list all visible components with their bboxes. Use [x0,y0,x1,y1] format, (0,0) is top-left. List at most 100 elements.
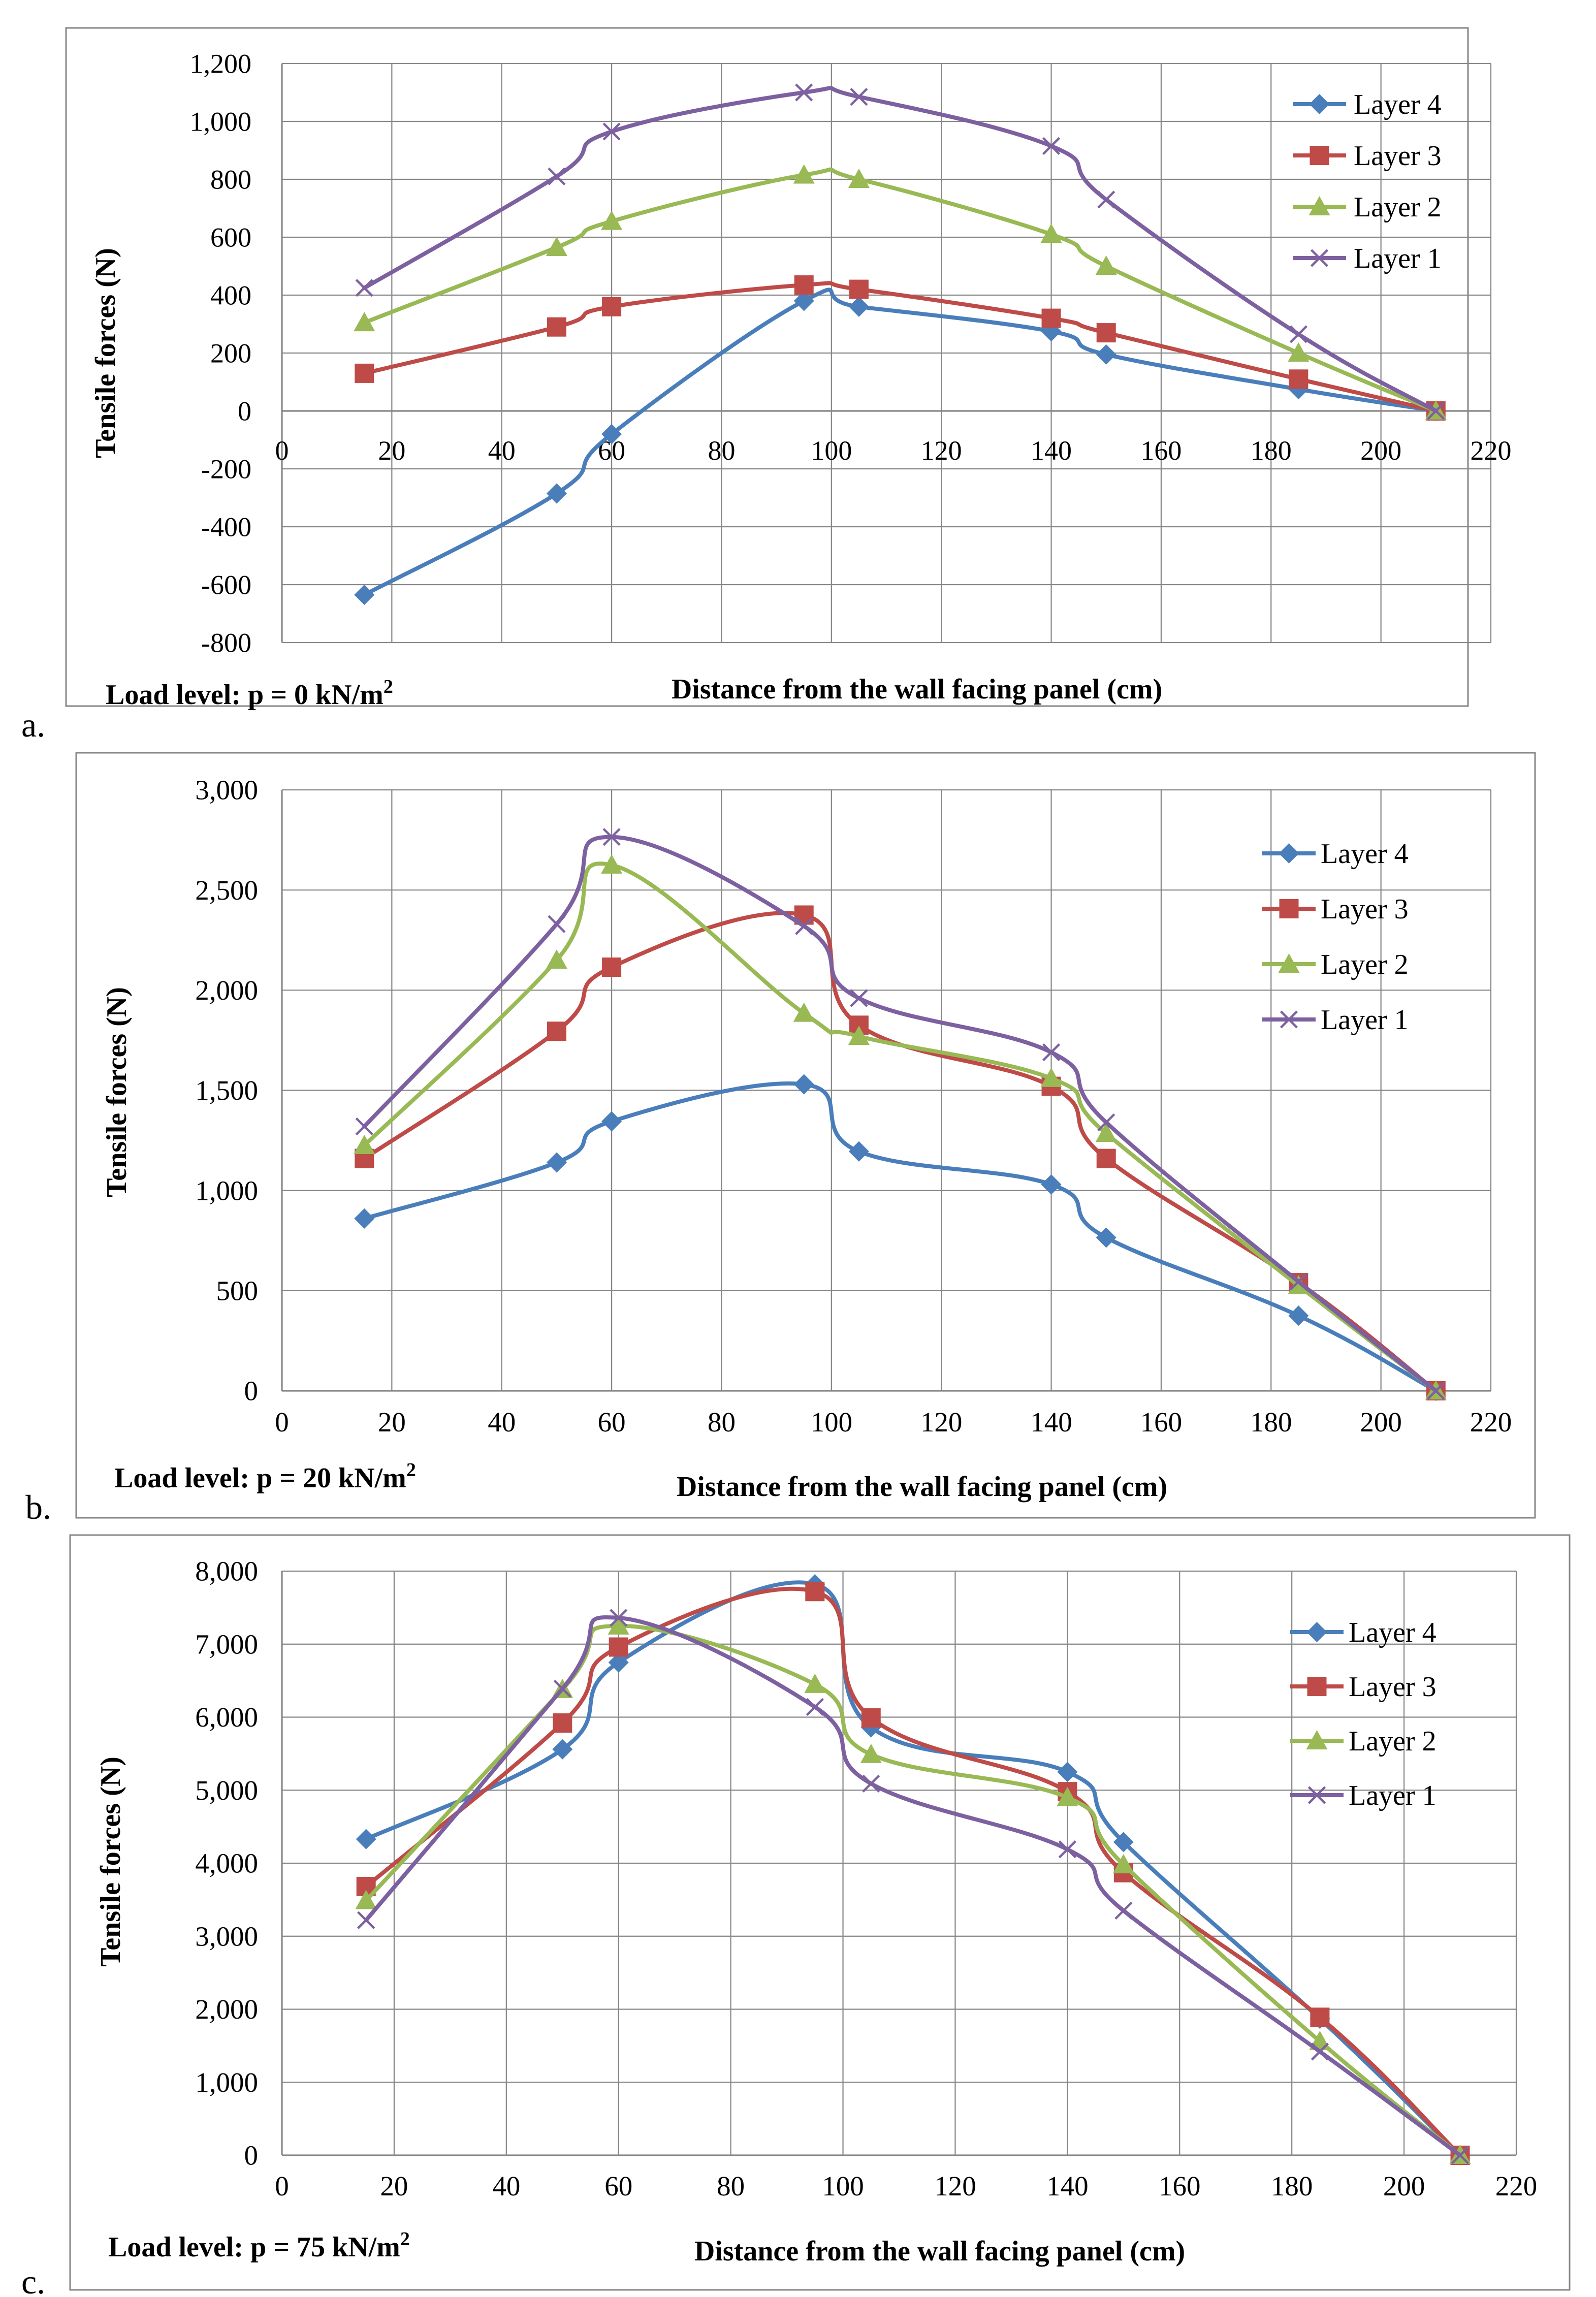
data-point-layer-1 [1311,2043,1329,2061]
chart-panel-c: 0 1,000 2,000 3,000 4,000 5,000 6,000 7,000 8,00… [21,1534,1571,2297]
y-tick-label: 7,000 [195,1629,258,1660]
legend: Layer 4 Layer 3 Layer 2 Layer 1 [1293,89,1442,274]
y-tick-label: -400 [201,512,251,542]
data-point-layer-2 [1112,1854,1134,1873]
y-tick-label: 0 [244,1376,259,1407]
y-tick-label: 1,200 [190,48,252,79]
data-point-layer-1 [1097,190,1115,209]
panel-letter: b. [25,1488,51,1526]
x-tick-label: 0 [275,1407,289,1438]
x-tick-label: 120 [921,435,962,466]
y-tick-label: 6,000 [195,1702,258,1733]
data-point-layer-4 [608,1652,629,1673]
legend-marker-layer-1 [1280,1010,1298,1029]
data-point-layer-3 [1096,1148,1116,1168]
data-point-layer-1 [1289,1272,1307,1291]
data-point-layer-3 [609,1637,628,1657]
legend-marker-layer-1 [1310,249,1329,267]
y-tick-label: 1,500 [195,1075,258,1106]
legend-marker-layer-2 [1308,196,1330,215]
legend-marker-layer-1 [1307,1786,1326,1804]
x-axis-title: Distance from the wall facing panel (cm) [694,2236,1185,2267]
data-point-layer-4 [1041,1174,1062,1195]
data-point-layer-4 [552,1739,573,1760]
data-point-layer-1 [602,122,621,141]
data-point-layer-1 [1427,1382,1445,1400]
data-point-layer-4 [1096,344,1116,365]
data-point-layer-2 [354,1134,375,1154]
chart-frame [65,27,1469,707]
load-level-label: Load level: p = 75 kN/m2 [108,2228,410,2263]
data-point-layer-4 [793,1074,814,1095]
x-tick-label: 40 [488,435,516,466]
data-point-layer-1 [602,828,621,846]
data-point-layer-1 [1114,1901,1133,1920]
y-tick-label: 500 [216,1275,259,1306]
y-tick-label: 200 [210,338,251,368]
x-tick-label: 120 [934,2171,976,2202]
x-tick-label: 200 [1383,2171,1425,2202]
data-point-layer-3 [1096,323,1116,343]
legend-label-layer-3: Layer 3 [1321,894,1409,925]
panel-letter: a. [21,706,45,744]
data-point-layer-2 [608,1615,629,1635]
y-tick-label: 8,000 [195,1556,258,1587]
chart-frame [69,1534,1571,2291]
x-axis-title: Distance from the wall facing panel (cm) [672,674,1162,705]
data-point-layer-1 [806,1698,824,1716]
data-point-layer-4 [354,1208,375,1229]
legend-marker-layer-3 [1307,1677,1327,1696]
data-point-layer-3 [547,1022,566,1041]
y-tick-label: 0 [238,396,251,426]
data-point-layer-1 [850,989,868,1007]
x-tick-label: 140 [1046,2171,1089,2202]
x-tick-label: 200 [1360,1407,1402,1438]
data-point-layer-4 [793,291,814,311]
data-point-layer-2 [601,210,623,230]
y-tick-label: 1,000 [190,106,252,137]
data-point-layer-2 [793,1002,815,1022]
legend-label-layer-4: Layer 4 [1354,89,1442,120]
data-point-layer-1 [795,917,813,935]
series-layer-3 [356,1582,1470,2165]
series-layer-1 [355,83,1445,420]
data-point-layer-3 [602,297,622,316]
legend-label-layer-4: Layer 4 [1321,838,1409,870]
data-point-layer-1 [548,167,566,185]
x-tick-label: 60 [604,2171,632,2202]
series-layer-1 [355,828,1445,1400]
series-line-layer-2 [362,862,1438,1393]
legend-marker-layer-4 [1309,94,1330,114]
data-point-layer-2 [1040,224,1062,243]
legend-label-layer-1: Layer 1 [1354,243,1442,274]
data-point-layer-1 [357,1911,375,1929]
y-tick-label: -800 [201,627,251,658]
legend-marker-layer-2 [1278,953,1300,973]
x-tick-label: 0 [275,2171,289,2202]
y-axis-title: Tensile forces (N) [95,1757,126,1967]
data-point-layer-4 [1057,1762,1078,1782]
load-level-label: Load level: p = 0 kN/m2 [106,676,393,711]
data-point-layer-3 [1310,2007,1330,2027]
x-tick-label: 180 [1250,1407,1292,1438]
legend-marker-layer-4 [1306,1622,1327,1642]
y-tick-label: 2,000 [195,975,258,1006]
data-point-layer-2 [355,1890,377,1909]
data-point-layer-2 [1095,1123,1117,1142]
y-tick-label: 800 [210,164,251,195]
data-point-layer-1 [548,915,566,933]
data-point-layer-3 [861,1708,881,1728]
data-point-layer-4 [1288,1305,1309,1326]
x-tick-label: 160 [1140,435,1182,466]
y-axis-title: Tensile forces (N) [90,248,121,458]
y-tick-label: 2,500 [195,875,258,906]
data-point-layer-2 [1057,1786,1078,1806]
x-axis-title: Distance from the wall facing panel (cm) [677,1471,1167,1503]
data-point-layer-4 [356,1829,376,1849]
legend-marker-layer-3 [1279,899,1299,918]
data-point-layer-1 [355,1117,373,1136]
data-point-layer-1 [1042,137,1061,155]
legend-label-layer-1: Layer 1 [1349,1780,1437,1811]
x-tick-label: 40 [492,2171,520,2202]
